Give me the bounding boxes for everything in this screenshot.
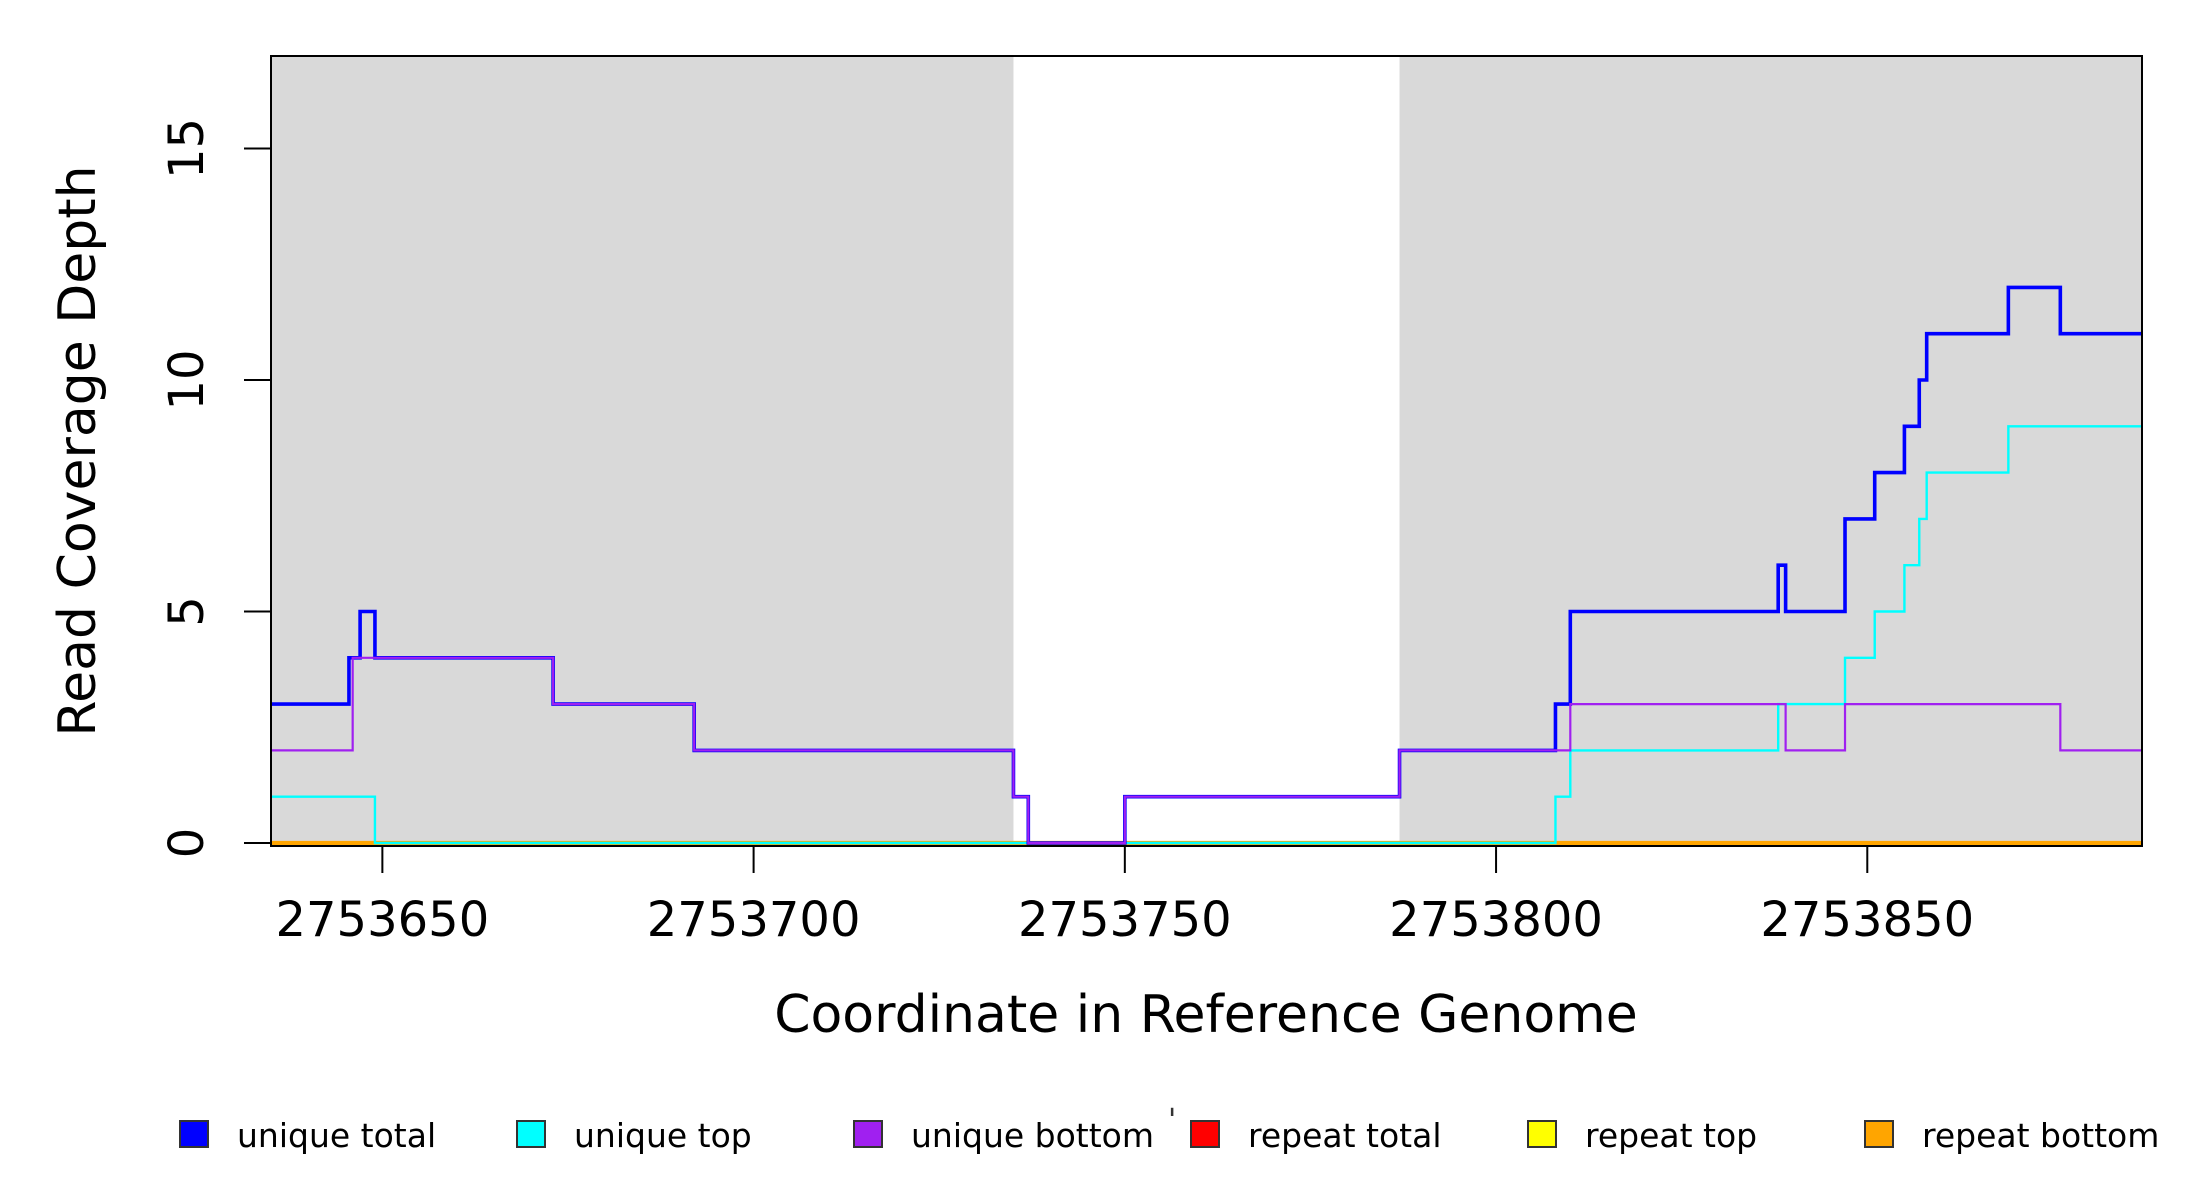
y-tick-label: 10 <box>159 349 215 410</box>
shaded-region <box>271 57 1014 845</box>
legend-swatch-repeat-top <box>1527 1120 1557 1148</box>
plot-border <box>270 55 2143 847</box>
series-line-unique-top <box>271 425 2142 845</box>
legend-swatch-unique-top <box>516 1120 546 1148</box>
y-tick-label: 5 <box>159 596 215 627</box>
legend-label-unique-top: unique top <box>574 1116 752 1155</box>
x-tick-label: 2753750 <box>1018 892 1232 948</box>
legend-label-repeat-top: repeat top <box>1585 1116 1757 1155</box>
x-tick-label: 2753700 <box>647 892 861 948</box>
legend: unique total unique top unique bottom repea… <box>179 1116 2159 1155</box>
x-tick-label: 2753800 <box>1389 892 1603 948</box>
x-tick-label: 2753850 <box>1760 892 1974 948</box>
coverage-series-lines <box>271 285 2142 846</box>
legend-swatch-unique-total <box>179 1120 209 1148</box>
legend-label-unique-bottom: unique bottom <box>911 1116 1154 1155</box>
y-tick-label: 0 <box>159 828 215 859</box>
shaded-genome-regions <box>271 57 2142 845</box>
shaded-region <box>1399 57 2142 845</box>
y-axis: 0 5 10 15 <box>159 118 271 858</box>
legend-swatch-unique-bottom <box>853 1120 883 1148</box>
y-axis-title: Read Coverage Depth <box>48 165 108 736</box>
x-tick-label: 2753650 <box>275 892 489 948</box>
legend-swatch-repeat-total <box>1190 1120 1220 1148</box>
x-axis-title: Coordinate in Reference Genome <box>774 985 1638 1045</box>
legend-label-repeat-total: repeat total <box>1248 1116 1442 1155</box>
series-line-unique-bottom <box>271 656 2142 845</box>
y-tick-label: 15 <box>159 118 215 179</box>
stray-mark: ' <box>1168 1103 1176 1138</box>
legend-label-repeat-bottom: repeat bottom <box>1922 1116 2159 1155</box>
legend-label-unique-total: unique total <box>237 1116 436 1155</box>
legend-swatch-repeat-bottom <box>1864 1120 1894 1148</box>
x-axis: 2753650 2753700 2753750 2753800 2753850 <box>275 846 1974 948</box>
